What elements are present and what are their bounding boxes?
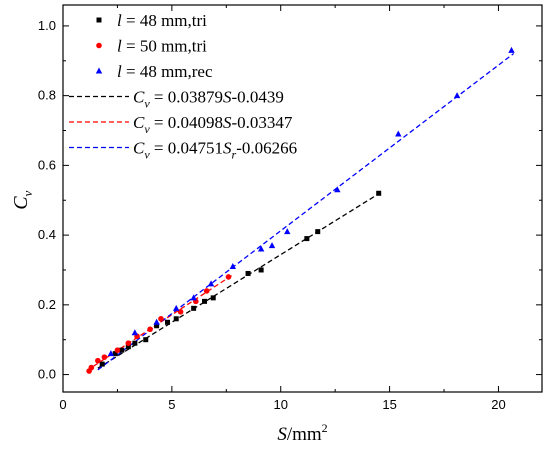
data-point (210, 295, 216, 301)
data-point (453, 92, 461, 99)
legend-label: Cv = 0.04751Sr-0.06266 (133, 139, 297, 162)
data-point (258, 267, 264, 273)
data-point (203, 288, 210, 294)
y-tick-label: 0.0 (38, 367, 56, 382)
data-point (245, 270, 251, 276)
y-tick-label: 0.8 (38, 88, 56, 103)
data-point (257, 245, 265, 252)
y-tick-label: 1.0 (38, 18, 56, 33)
y-tick-label: 0.4 (38, 227, 56, 242)
plot-frame (62, 4, 543, 393)
data-point (154, 323, 160, 329)
data-point (125, 344, 131, 350)
data-point (508, 46, 515, 53)
data-point (95, 357, 101, 364)
data-point (88, 364, 95, 371)
x-tick-label: 5 (168, 397, 175, 412)
data-point (112, 351, 118, 357)
legend-label: l = 50 mm,tri (117, 37, 207, 56)
data-point (395, 130, 402, 137)
data-point (225, 274, 232, 280)
data-point (191, 305, 197, 311)
plot-border (62, 4, 543, 393)
y-axis-title: Cv (10, 190, 35, 209)
data-point (304, 236, 310, 242)
data-point (107, 350, 115, 357)
axis-ticks: 0 5 10 15 20 0.0 0.2 0.4 0.6 0.8 1.0 (38, 5, 542, 412)
data-point (315, 229, 321, 235)
legend-label: Cv = 0.04098S-0.03347 (133, 113, 293, 136)
legend-marker (95, 67, 103, 74)
fit-line (97, 53, 515, 371)
data-point (114, 347, 121, 353)
data-point (147, 326, 153, 333)
data-point (284, 228, 291, 235)
y-tick-label: 0.6 (38, 157, 56, 172)
data-point (165, 319, 171, 325)
data-point (158, 315, 164, 322)
fit-line (86, 274, 234, 372)
x-tick-label: 15 (382, 397, 396, 412)
data-point (190, 294, 197, 301)
data-point (173, 316, 179, 322)
data-point (268, 242, 276, 249)
data-point (207, 280, 215, 287)
legend: l = 48 mm,tri l = 50 mm,tri l = 48 mm,rec C… (69, 11, 297, 162)
data-markers (86, 46, 515, 374)
y-tick-label: 0.2 (38, 297, 56, 312)
fit-line (97, 191, 382, 369)
legend-marker (96, 17, 102, 23)
data-point (119, 347, 125, 353)
axis-titles: S/mm2 Cv (10, 190, 328, 445)
x-tick-label: 10 (273, 397, 287, 412)
data-point (202, 298, 208, 304)
x-tick-label: 20 (491, 397, 505, 412)
data-point (143, 337, 149, 343)
x-axis-title: S/mm2 (277, 421, 327, 445)
data-point (125, 340, 132, 346)
data-point (153, 318, 160, 325)
data-point (99, 361, 105, 367)
data-point (132, 340, 138, 346)
legend-marker (96, 42, 102, 49)
legend-label: l = 48 mm,tri (117, 11, 207, 30)
legend-label: l = 48 mm,rec (117, 62, 213, 81)
data-point (229, 262, 237, 269)
x-tick-label: 0 (59, 397, 66, 412)
data-point (131, 329, 139, 336)
data-point (101, 354, 108, 360)
data-point (376, 190, 382, 196)
data-point (334, 186, 341, 193)
legend-label: Cv = 0.03879S-0.0439 (133, 88, 284, 111)
data-point (173, 304, 180, 311)
